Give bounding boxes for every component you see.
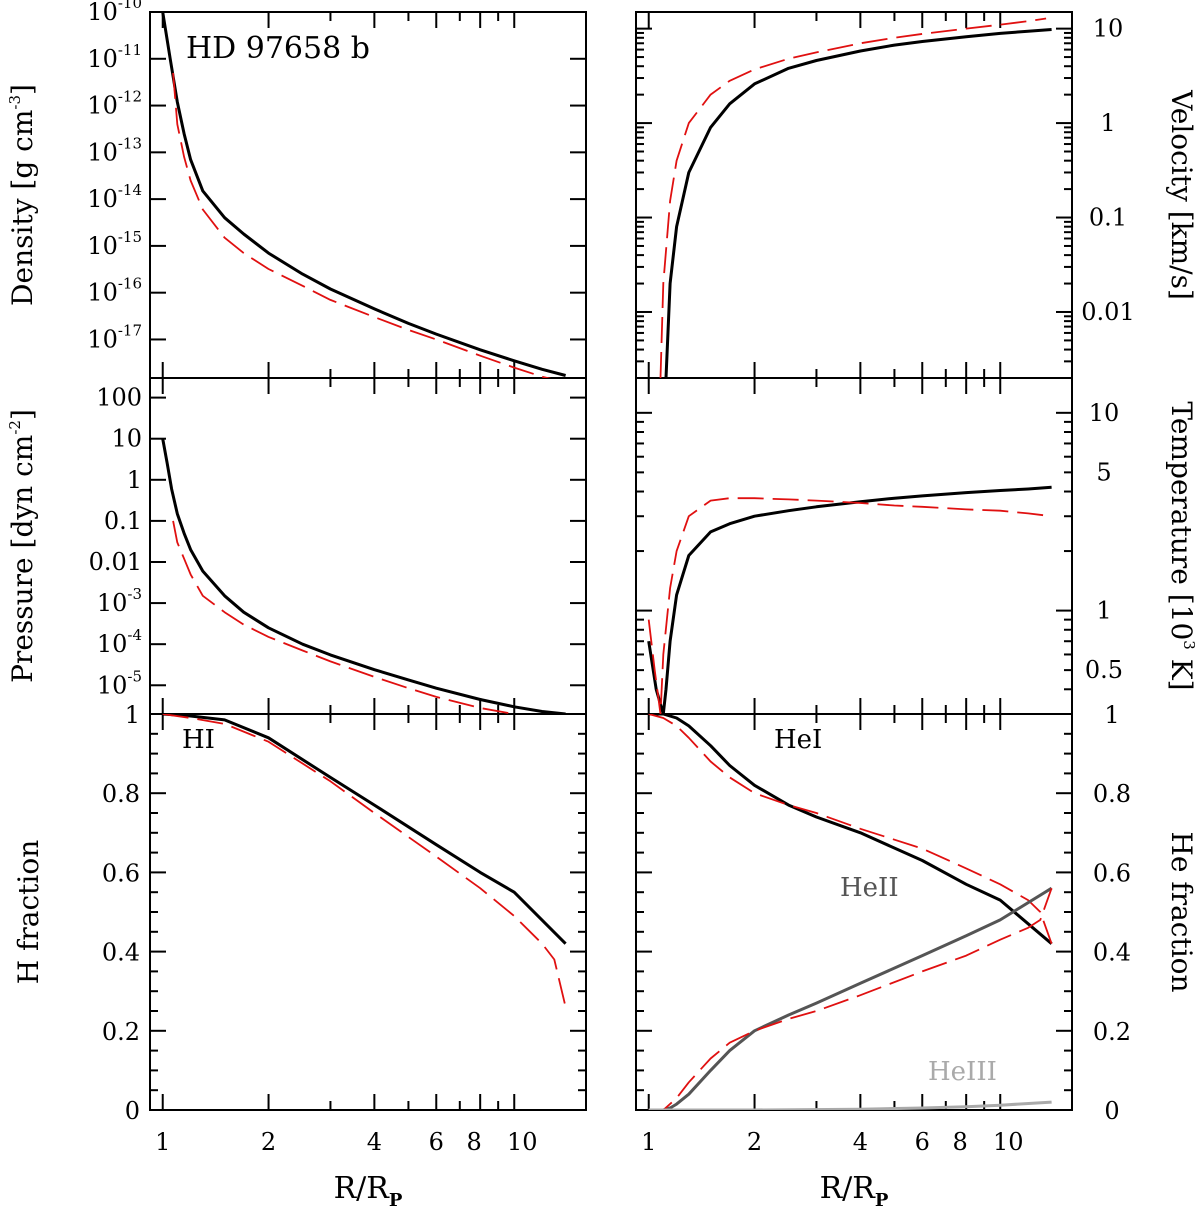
h-fraction-y-tick-label: 0.6	[102, 859, 140, 887]
temperature-y-tick-label: 10	[1089, 399, 1120, 427]
density-y-tick-label: 10-17	[87, 321, 142, 353]
temperature-y-tick-label: 0.5	[1085, 656, 1123, 684]
temperature-y-tick-label: 1	[1096, 597, 1111, 625]
axis-ticks	[150, 11, 1072, 1111]
pressure-model-red-dashed-line	[172, 520, 515, 714]
h-fraction-y-tick-label: 0.4	[102, 939, 140, 967]
data-curves	[161, 12, 1053, 1110]
pressure-y-tick-label: 10	[111, 425, 142, 453]
density-y-tick-label: 10-12	[87, 88, 142, 120]
panel-h-fraction	[149, 713, 587, 1111]
velocity-ylabel: Velocity [km/s]	[1165, 89, 1198, 300]
density-series-group	[161, 12, 566, 378]
density-y-tick-label: 10-16	[87, 275, 142, 307]
figure-title: HD 97658 b	[186, 31, 370, 66]
he-fraction-y-tick-label: 0.6	[1093, 859, 1131, 887]
panel-temperature	[635, 377, 1073, 715]
density-model-red-dashed-line	[172, 72, 552, 378]
velocity-y-tick-label: 1	[1100, 109, 1115, 137]
pressure-y-tick-label: 100	[96, 384, 142, 412]
x-tick-label: 4	[853, 1128, 868, 1156]
h-fraction-y-tick-label: 0.8	[102, 780, 140, 808]
density-model-black-line	[161, 12, 566, 377]
temperature-ylabel: Temperature [103 K]	[1165, 401, 1198, 690]
h-fraction-y-tick-label: 0	[125, 1097, 140, 1125]
he-fraction-ylabel: He fraction	[1165, 831, 1198, 992]
x-tick-label: 8	[467, 1128, 482, 1156]
he-fraction-y-tick-label: 0	[1104, 1097, 1119, 1125]
x-tick-label: 2	[747, 1128, 762, 1156]
x-axis-title-left: R/RP	[334, 1171, 403, 1211]
hefrac-series-group	[648, 714, 1053, 1110]
density-y-tick-label: 10-13	[87, 134, 142, 166]
velocity-series-group	[659, 17, 1052, 378]
annotation-hi: HI	[182, 725, 215, 755]
hefrac-heiii-light-gray-line	[648, 1100, 1052, 1110]
x-tick-label: 8	[953, 1128, 968, 1156]
h-fraction-y-tick-label: 1	[125, 701, 140, 729]
density-y-tick-label: 10-15	[87, 228, 142, 260]
hefrac-heii-red-dashed-line	[648, 887, 1053, 1110]
x-tick-label: 6	[429, 1128, 444, 1156]
x-tick-label: 1	[155, 1128, 170, 1156]
he-fraction-y-tick-label: 0.8	[1093, 780, 1131, 808]
pressure-ylabel: Pressure [dyn cm-2]	[6, 409, 39, 683]
panel-he-fraction	[635, 713, 1073, 1111]
x-axis-title-right: R/RP	[820, 1171, 889, 1211]
x-tick-label: 10	[993, 1128, 1024, 1156]
temperature-model-red-dashed-line	[647, 497, 1052, 714]
tick-labels: 1 2 4 6 8 10 1 2 4 6 8 1010-1010-1110-1210-1310-141…	[87, 0, 1134, 1156]
velocity-model-red-dashed-line	[659, 17, 1047, 378]
panel-density	[149, 11, 587, 379]
x-tick-label: 1	[641, 1128, 656, 1156]
annotation-heiii: HeIII	[928, 1057, 997, 1087]
x-tick-label: 4	[367, 1128, 382, 1156]
pressure-series-group	[161, 438, 566, 714]
pressure-y-tick-label: 10-4	[97, 626, 142, 658]
h-fraction-y-tick-label: 0.2	[102, 1018, 140, 1046]
hfrac-series-group	[162, 714, 567, 1008]
hefrac-hei-black-line	[648, 714, 1053, 945]
velocity-model-black-line	[664, 28, 1052, 378]
hfrac-hi-black-line	[162, 714, 567, 945]
he-fraction-y-tick-label: 1	[1104, 701, 1119, 729]
x-tick-label: 2	[261, 1128, 276, 1156]
x-tick-label: 6	[915, 1128, 930, 1156]
annotation-hei: HeI	[774, 725, 822, 755]
pressure-y-tick-label: 0.01	[89, 548, 142, 576]
panel-velocity	[635, 11, 1073, 379]
hefrac-heii-gray-line	[648, 886, 1053, 1110]
density-y-tick-label: 10-10	[87, 0, 142, 26]
pressure-y-tick-label: 1	[127, 466, 142, 494]
x-tick-label: 10	[507, 1128, 538, 1156]
density-y-tick-label: 10-14	[87, 181, 142, 213]
pressure-y-tick-label: 10-5	[97, 667, 142, 699]
density-y-tick-label: 10-11	[87, 41, 142, 73]
hfrac-hi-red-dashed-line	[162, 714, 567, 1008]
he-fraction-y-tick-label: 0.2	[1093, 1018, 1131, 1046]
velocity-y-tick-label: 10	[1093, 15, 1124, 43]
pressure-y-tick-label: 0.1	[104, 507, 142, 535]
temperature-model-black-line	[647, 485, 1052, 714]
panel-pressure	[149, 377, 587, 715]
temperature-y-tick-label: 5	[1096, 458, 1111, 486]
annotation-heii: HeII	[840, 873, 899, 903]
hefrac-hei-red-dashed-line	[648, 714, 1053, 945]
h-fraction-ylabel: H fraction	[12, 840, 45, 985]
velocity-y-tick-label: 0.01	[1081, 298, 1134, 326]
he-fraction-y-tick-label: 0.4	[1093, 939, 1131, 967]
pressure-y-tick-label: 10-3	[97, 585, 142, 617]
density-ylabel: Density [g cm-3]	[6, 84, 39, 306]
temperature-series-group	[647, 485, 1052, 714]
pressure-model-black-line	[161, 438, 566, 714]
velocity-y-tick-label: 0.1	[1089, 204, 1127, 232]
